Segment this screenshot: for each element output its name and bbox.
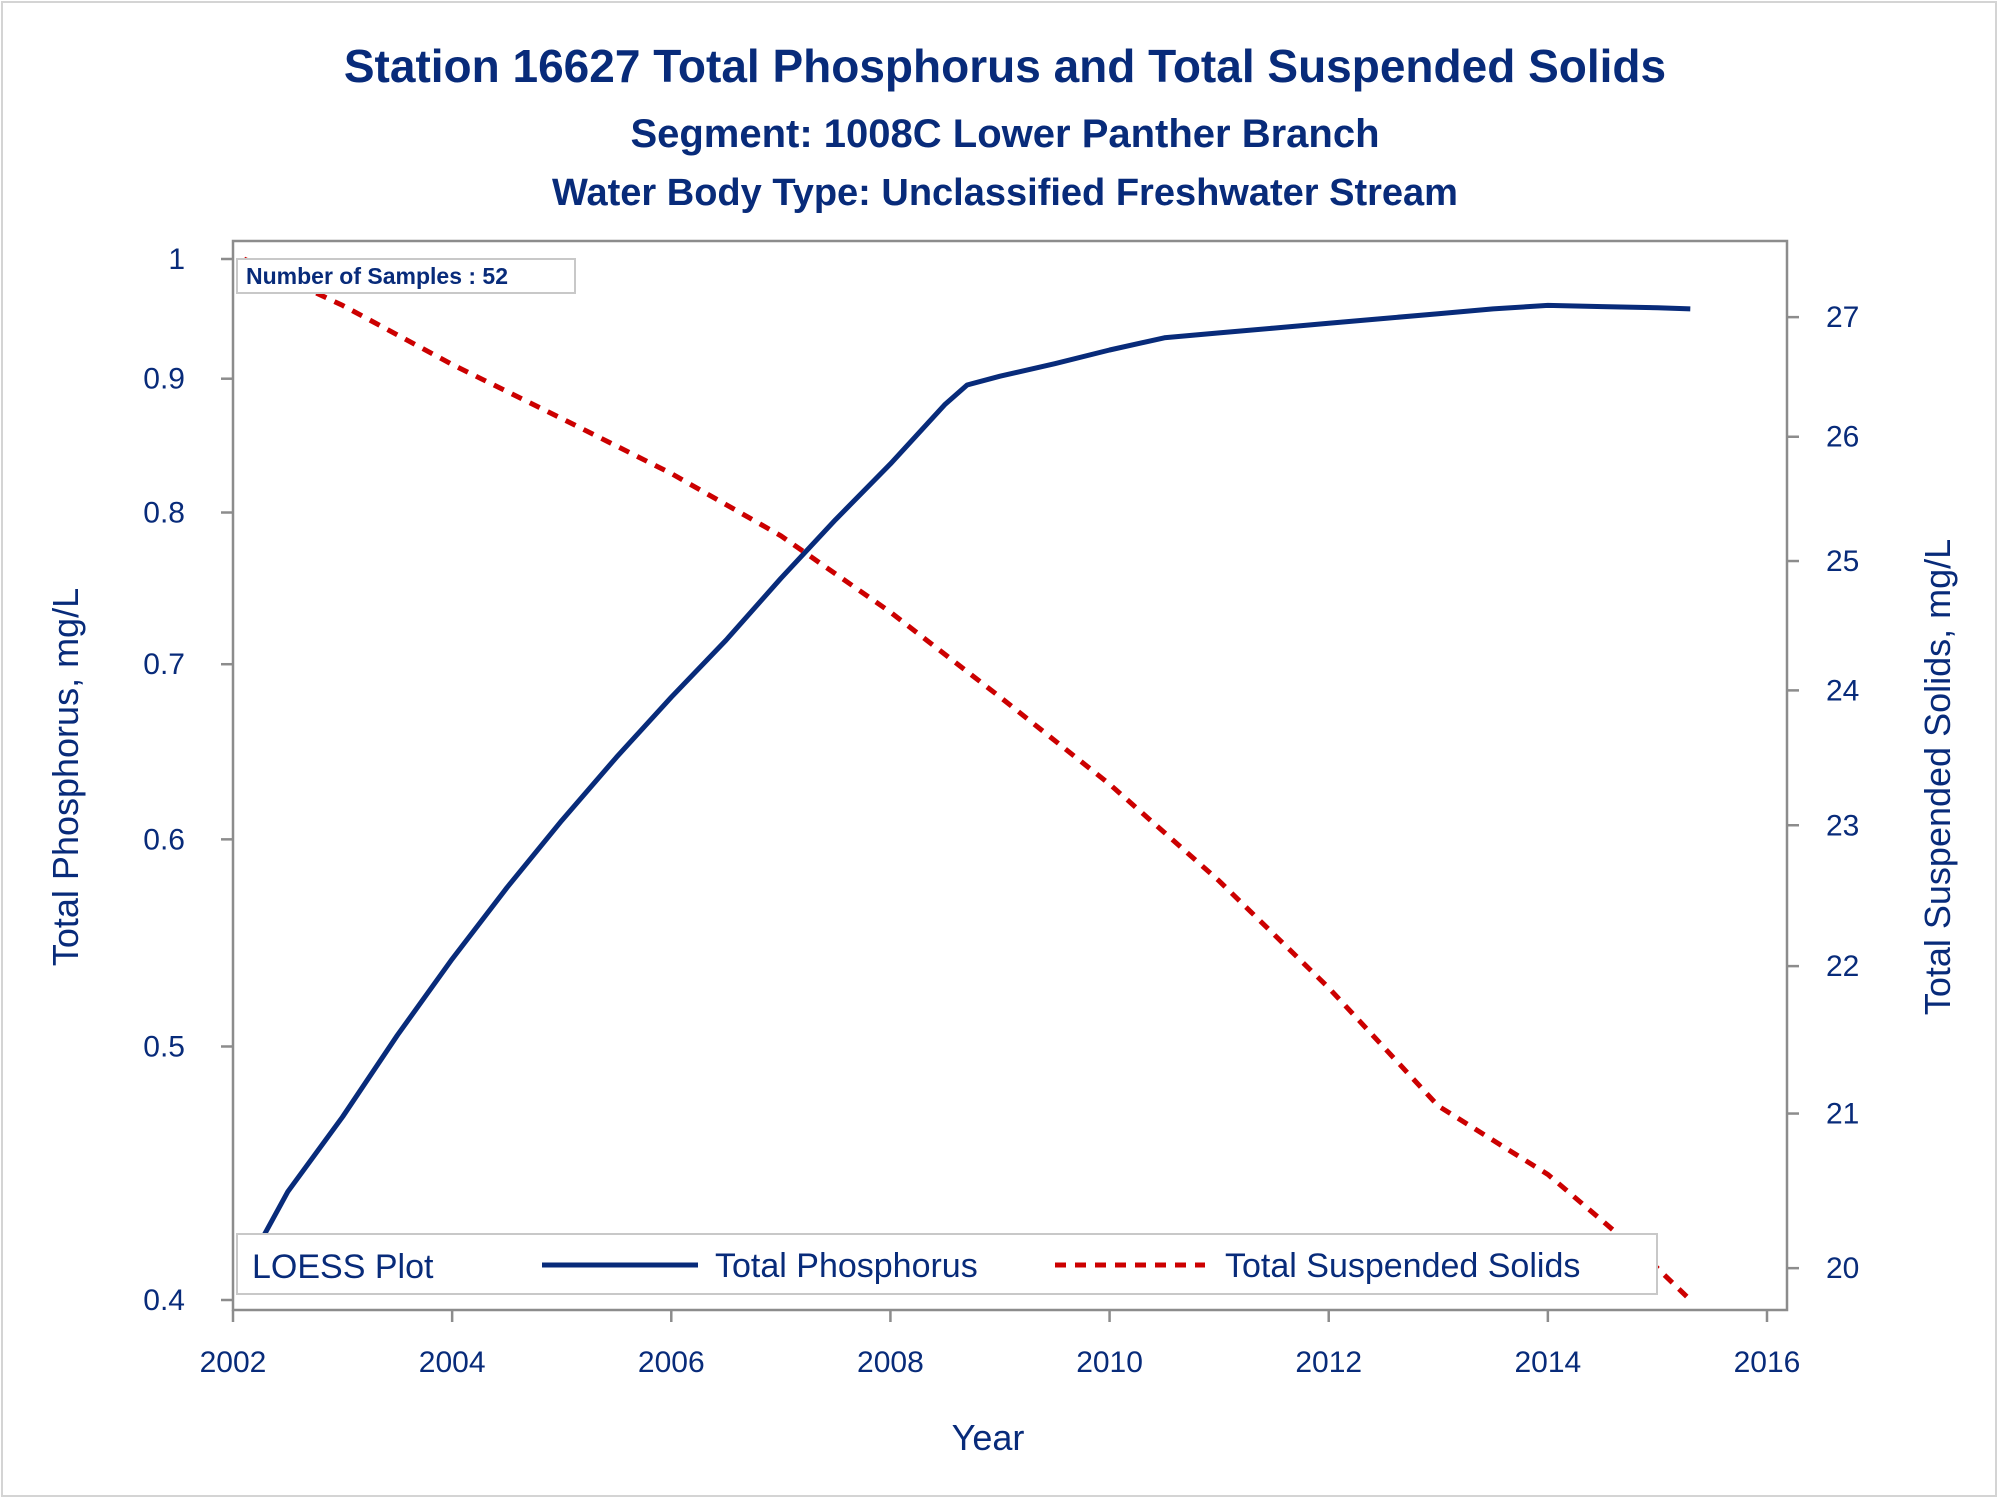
y-axis-left: 0.4 0.5 0.6 0.7 0.8 0.9 1 bbox=[143, 243, 233, 1317]
x-tick-label: 2012 bbox=[1295, 1346, 1362, 1379]
x-tick-label: 2006 bbox=[638, 1346, 705, 1379]
x-tick-label: 2008 bbox=[857, 1346, 924, 1379]
y-axis-right-label: Total Suspended Solids, mg/L bbox=[1917, 539, 1958, 1015]
y-right-tick-label: 25 bbox=[1826, 545, 1859, 578]
x-axis-label: Year bbox=[952, 1417, 1025, 1458]
legend: LOESS Plot Total Phosphorus Total Suspen… bbox=[236, 1233, 1658, 1295]
legend-title: LOESS Plot bbox=[252, 1248, 434, 1286]
y-right-tick-label: 21 bbox=[1826, 1098, 1859, 1131]
inset-box bbox=[236, 258, 576, 294]
y-left-tick-label: 0.8 bbox=[143, 497, 185, 530]
chart-title: Station 16627 Total Phosphorus and Total… bbox=[344, 40, 1666, 92]
y-right-tick-label: 20 bbox=[1826, 1252, 1859, 1285]
x-tick-label: 2002 bbox=[200, 1346, 267, 1379]
sample-count-inset: Number of Samples : 52 bbox=[236, 258, 576, 294]
y-left-tick-label: 0.4 bbox=[143, 1284, 185, 1317]
chart-subtitle-2: Water Body Type: Unclassified Freshwater… bbox=[552, 172, 1458, 214]
legend-label-tp: Total Phosphorus bbox=[715, 1247, 978, 1285]
tp-series-line bbox=[241, 302, 1691, 1274]
y-right-tick-label: 27 bbox=[1826, 301, 1859, 334]
inset-label: Number of Samples : 52 bbox=[246, 263, 508, 289]
y-right-tick-label: 22 bbox=[1826, 950, 1859, 983]
y-left-tick-label: 0.6 bbox=[143, 823, 185, 856]
chart-subtitle: Segment: 1008C Lower Panther Branch bbox=[630, 112, 1379, 156]
tss-series-line bbox=[242, 256, 1693, 1302]
y-left-tick-label: 0.5 bbox=[143, 1030, 185, 1063]
x-axis: 2002 2004 2006 2008 2010 2012 2014 2016 bbox=[200, 1310, 1801, 1379]
y-axis-right: 20 21 22 23 24 25 26 27 bbox=[1787, 301, 1859, 1285]
x-tick-label: 2016 bbox=[1734, 1346, 1801, 1379]
x-tick-label: 2010 bbox=[1076, 1346, 1143, 1379]
y-left-tick-label: 1 bbox=[168, 243, 185, 276]
y-right-tick-label: 26 bbox=[1826, 421, 1859, 454]
y-right-tick-label: 24 bbox=[1826, 674, 1859, 707]
y-left-tick-label: 0.7 bbox=[143, 648, 185, 681]
y-axis-left-label: Total Phosphorus, mg/L bbox=[45, 588, 86, 966]
legend-label-tss: Total Suspended Solids bbox=[1225, 1247, 1580, 1285]
legend-box bbox=[236, 1233, 1658, 1295]
series-layer bbox=[241, 256, 1693, 1302]
x-tick-label: 2014 bbox=[1514, 1346, 1581, 1379]
plot-frame bbox=[231, 239, 1789, 1312]
x-tick-label: 2004 bbox=[419, 1346, 486, 1379]
y-left-tick-label: 0.9 bbox=[143, 363, 185, 396]
y-right-tick-label: 23 bbox=[1826, 809, 1859, 842]
